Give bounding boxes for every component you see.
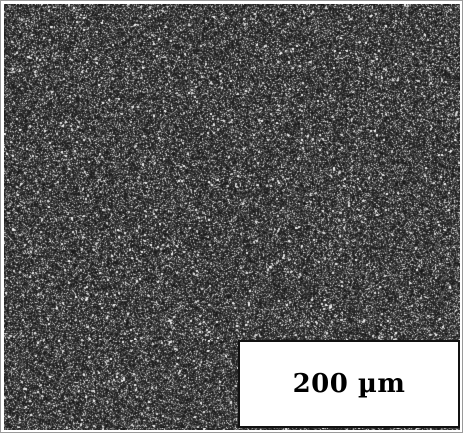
micrograph-image (4, 4, 460, 430)
scale-bar-box: 200 µm (238, 340, 460, 428)
scale-bar-label: 200 µm (292, 369, 406, 399)
